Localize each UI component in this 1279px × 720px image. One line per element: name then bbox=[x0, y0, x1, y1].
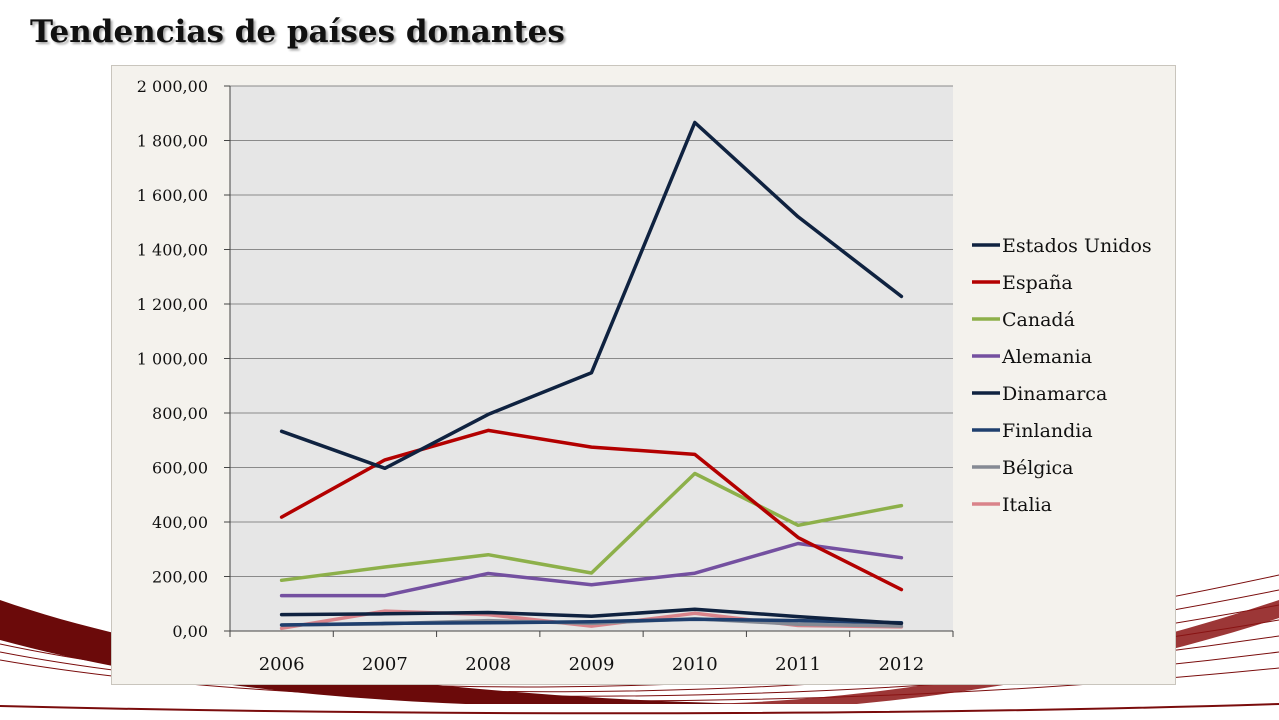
legend-label: España bbox=[1002, 272, 1073, 294]
series-line-estados-unidos bbox=[279, 120, 904, 471]
y-tick-label: 0,00 bbox=[172, 622, 208, 641]
legend-item: Bélgica bbox=[972, 457, 1074, 479]
x-tick-label: 2011 bbox=[775, 654, 821, 675]
y-tick-label: 2 000,00 bbox=[137, 77, 208, 96]
series-line-finlandia bbox=[279, 617, 904, 627]
x-tick-label: 2010 bbox=[672, 654, 718, 675]
y-tick-label: 400,00 bbox=[152, 513, 208, 532]
y-tick-label: 1 800,00 bbox=[137, 132, 208, 151]
y-axis: 0,00 200,00 400,00 600,00 800,00 1 000,00 1 20… bbox=[137, 77, 231, 641]
legend-item: Canadá bbox=[972, 309, 1075, 331]
y-tick-label: 200,00 bbox=[152, 568, 208, 587]
series-line-alemania bbox=[279, 541, 904, 598]
legend-label: Estados Unidos bbox=[1002, 235, 1152, 257]
legend-label: Dinamarca bbox=[1002, 383, 1107, 405]
y-tick-label: 1 600,00 bbox=[137, 186, 208, 205]
y-tick-label: 1 000,00 bbox=[137, 350, 208, 369]
slide-title: Tendencias de países donantes bbox=[30, 14, 565, 50]
legend-item: Italia bbox=[972, 494, 1052, 516]
legend-item: Dinamarca bbox=[972, 383, 1107, 405]
x-tick-label: 2006 bbox=[259, 654, 305, 675]
x-tick-label: 2007 bbox=[362, 654, 408, 675]
y-tick-label: 600,00 bbox=[152, 459, 208, 478]
legend: Estados Unidos España Canadá Alemania Dinama… bbox=[972, 235, 1152, 516]
legend-item: Estados Unidos bbox=[972, 235, 1152, 257]
y-tick-label: 800,00 bbox=[152, 404, 208, 423]
y-tick-label: 1 400,00 bbox=[137, 241, 208, 260]
series-line-dinamarca bbox=[279, 607, 904, 626]
legend-label: Bélgica bbox=[1002, 457, 1074, 479]
series-line-canadá bbox=[279, 471, 904, 583]
series-lines bbox=[279, 120, 904, 631]
legend-label: Alemania bbox=[1001, 346, 1092, 368]
x-axis: 2006 2007 2008 2009 2010 2011 2012 bbox=[229, 630, 954, 675]
x-tick-label: 2012 bbox=[878, 654, 924, 675]
legend-item: España bbox=[972, 272, 1073, 294]
legend-label: Italia bbox=[1002, 494, 1052, 516]
x-tick-label: 2008 bbox=[465, 654, 511, 675]
legend-label: Canadá bbox=[1002, 309, 1075, 331]
legend-item: Finlandia bbox=[972, 420, 1093, 442]
series-line-españa bbox=[279, 428, 904, 592]
legend-item: Alemania bbox=[972, 346, 1092, 368]
x-tick-label: 2009 bbox=[569, 654, 615, 675]
y-tick-label: 1 200,00 bbox=[137, 295, 208, 314]
legend-label: Finlandia bbox=[1002, 420, 1093, 442]
